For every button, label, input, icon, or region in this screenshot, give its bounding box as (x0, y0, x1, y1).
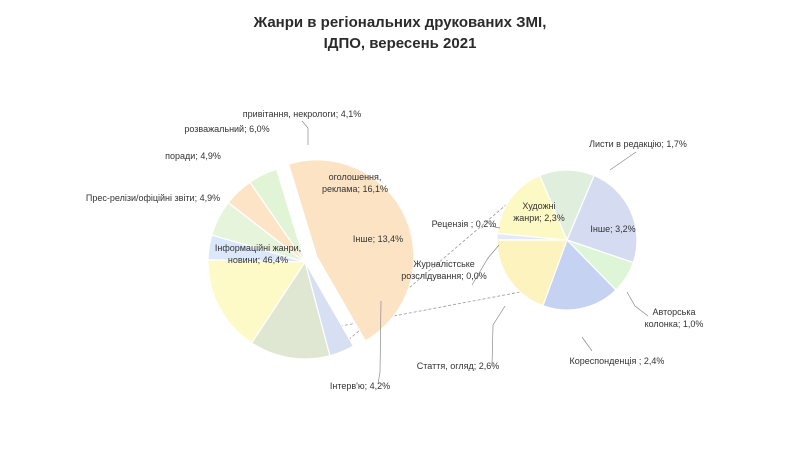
secondary-data-label-листи-в-редакцію: Листи в редакцію; 1,7% (589, 139, 687, 149)
leader-line-review (489, 225, 501, 229)
secondary-slice-художні-жанри (496, 174, 568, 241)
leader-line-correspondence (581, 336, 593, 352)
chart-title-line-2: ІДПО, вересень 2021 (324, 35, 477, 52)
secondary-data-label-авторська-колонка: Авторська колонка; 1,0% (645, 307, 704, 329)
chart-title-line-1: Жанри в регіональних друкованих ЗМІ, (253, 14, 547, 31)
main-data-label-інтерв-ю: Інтерв'ю; 4,2% (330, 381, 390, 391)
main-data-label-прес-релізи-офіційні-звіти: Прес-релізи/офіційні звіти; 4,9% (86, 193, 220, 203)
main-data-label-інше: Інше; 13,4% (353, 234, 403, 244)
leader-line-interview (377, 300, 382, 385)
secondary-data-label-інше: Інше; 3,2% (590, 224, 635, 234)
main-data-label-привітання-некрологи: привітання, некрологи; 4,1% (243, 109, 361, 119)
secondary-slice-стаття-огляд (496, 239, 568, 307)
secondary-pie (496, 169, 638, 311)
secondary-slice-інше (566, 174, 638, 264)
main-slice-інше (250, 260, 331, 360)
secondary-slice-листи-в-редакцію (539, 169, 595, 242)
secondary-data-label-стаття-огляд: Стаття, огляд; 2,6% (417, 361, 499, 371)
secondary-data-label-рецензія: Рецензія ; 0,2% (432, 219, 497, 229)
main-data-label-розважальний: розважальний; 6,0% (184, 124, 269, 134)
leader-lines (301, 120, 649, 385)
secondary-data-label-художні-жанри: Художні жанри; 2,3% (513, 201, 565, 223)
main-slice-інформаційні-жанри-новини (287, 159, 415, 342)
leader-line-investigation (471, 244, 500, 286)
secondary-data-label-журналістське-розслідування: Журналістське розслідування; 0,0% (401, 259, 486, 281)
leader-line-greetings (301, 120, 309, 145)
main-data-label-поради: поради; 4,9% (165, 151, 221, 161)
main-slice-прес-релізи-офіційні-звіти (249, 168, 306, 263)
secondary-data-label-кореспонденція: Кореспонденція ; 2,4% (570, 356, 665, 366)
leader-line-article (491, 305, 506, 367)
data-labels: Інформаційні жанри, новини; 46,4% Інтерв'ю… (86, 109, 704, 391)
leader-line-author-column (626, 291, 649, 317)
main-data-label-інформаційні-жанри-новини: Інформаційні жанри, новини; 46,4% (215, 243, 301, 265)
main-data-label-оголошення-реклама: оголошення, реклама; 16,1% (322, 172, 388, 194)
main-pie (207, 159, 415, 360)
leader-line-letters (609, 151, 637, 171)
main-slice-оголошення-реклама (207, 259, 307, 344)
